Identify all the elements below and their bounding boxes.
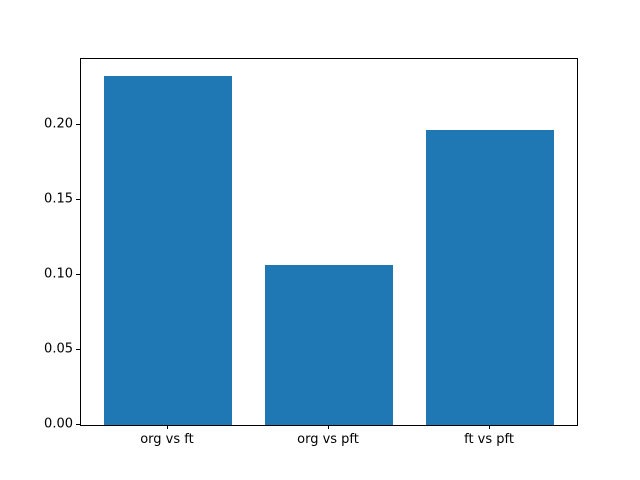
bar-org-vs-pft: [264, 264, 394, 425]
y-tick-mark: [76, 349, 80, 350]
y-tick-label-0.10: 0.10: [44, 266, 73, 282]
x-tick-mark: [166, 425, 168, 429]
y-tick-mark: [76, 274, 80, 275]
y-tick-label-0.05: 0.05: [44, 341, 73, 357]
x-tick-mark: [489, 425, 491, 429]
y-tick-mark: [76, 124, 80, 125]
plot-area: [80, 58, 578, 426]
y-tick-mark: [76, 424, 80, 425]
x-tick-label-org-vs-ft: org vs ft: [140, 432, 194, 447]
y-tick-label-0.00: 0.00: [44, 416, 73, 432]
x-tick-mark: [328, 425, 329, 429]
y-tick-label-0.15: 0.15: [44, 191, 73, 207]
x-tick-label-ft-vs-pft: ft vs pft: [464, 432, 514, 447]
y-tick-label-0.20: 0.20: [44, 116, 73, 132]
bar-ft-vs-pft: [425, 129, 555, 425]
x-tick-label-org-vs-pft: org vs pft: [297, 432, 359, 447]
y-tick-mark: [76, 199, 80, 200]
bar-org-vs-ft: [103, 75, 233, 425]
